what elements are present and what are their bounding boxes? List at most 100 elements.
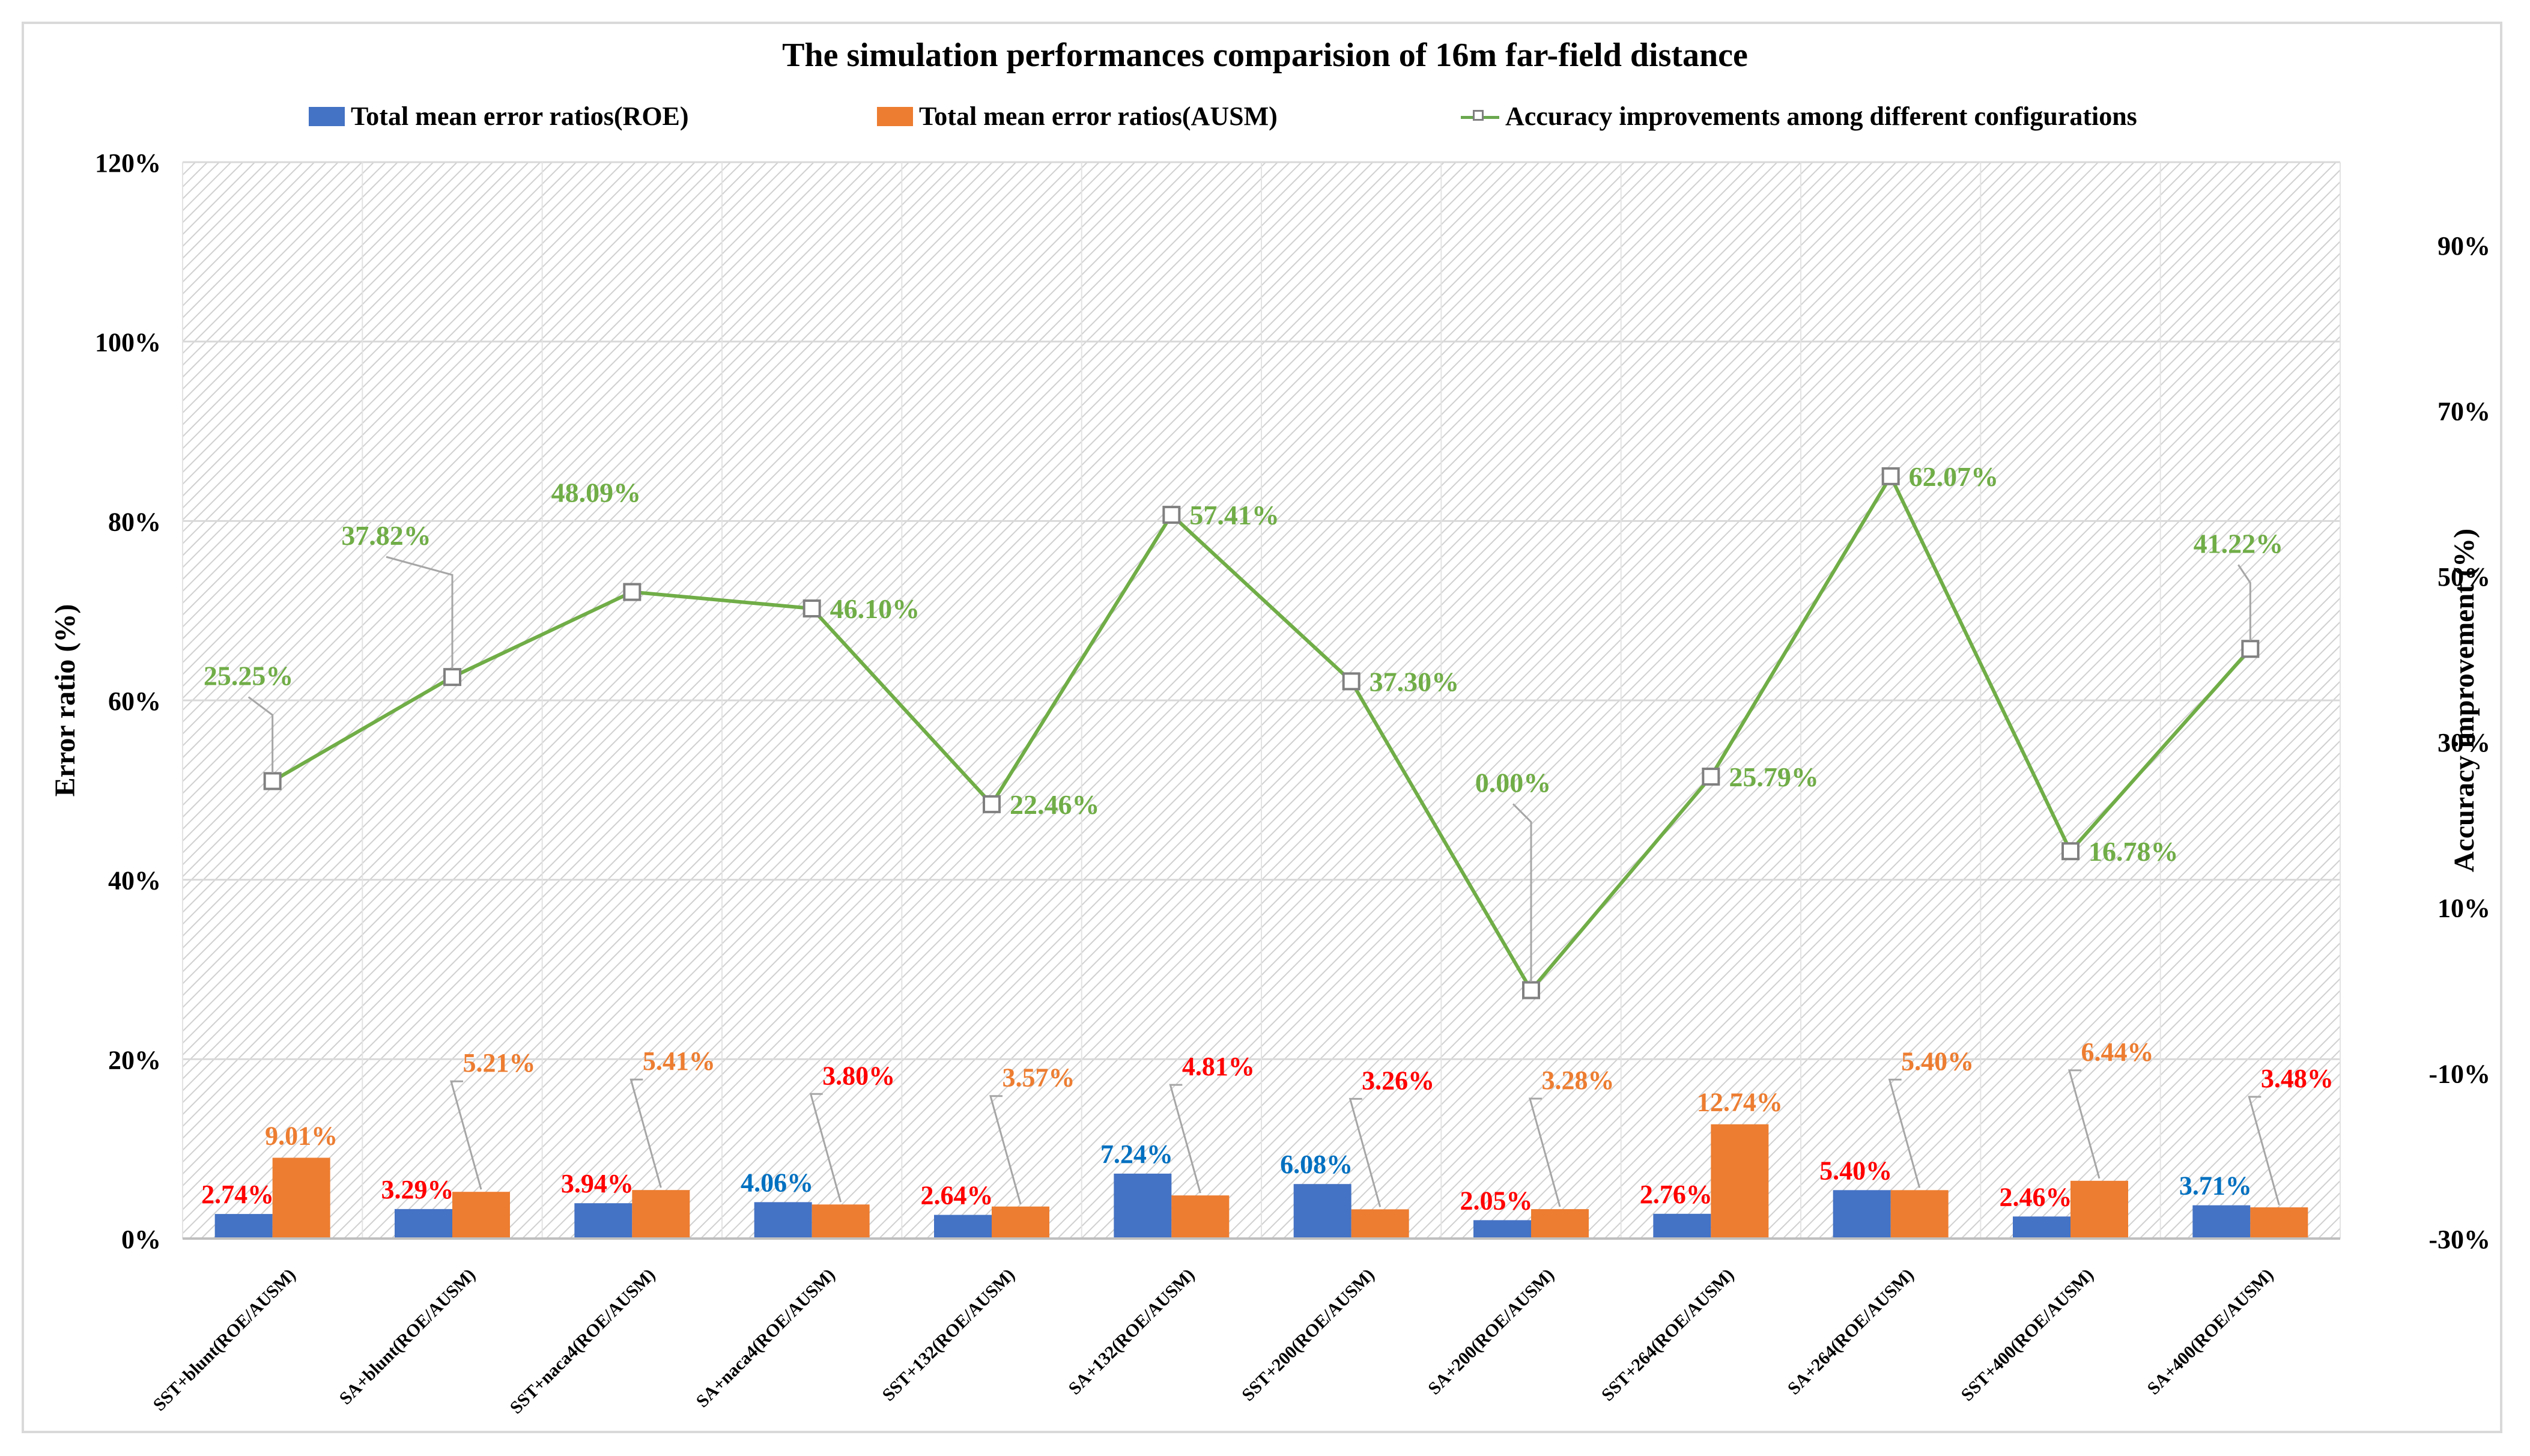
chart-title: The simulation performances comparision … bbox=[782, 37, 1748, 74]
label-leader-line bbox=[450, 1080, 482, 1190]
bar-ausm bbox=[1711, 1124, 1769, 1239]
bar-roe bbox=[574, 1203, 632, 1239]
label-leader-line bbox=[386, 556, 454, 669]
improvement-label: 48.09% bbox=[551, 478, 642, 508]
roe-value-label: 3.71% bbox=[2179, 1171, 2252, 1201]
improvement-label: 57.41% bbox=[1189, 500, 1279, 530]
y-tick-label: 60% bbox=[108, 687, 161, 716]
data-labels: 25.25% 37.82% 48.09% 46.10% 22.46% 57.41% 37.3… bbox=[201, 461, 2334, 1216]
improvement-marker bbox=[1342, 672, 1361, 691]
bar-roe bbox=[214, 1214, 273, 1239]
ausm-value-label: 4.81% bbox=[1182, 1052, 1255, 1081]
bar-ausm bbox=[452, 1192, 510, 1239]
ausm-value-label: 3.80% bbox=[822, 1061, 895, 1090]
bar-ausm bbox=[992, 1206, 1049, 1239]
category-label: SA+264(ROE/AUSM) bbox=[1784, 1265, 1918, 1399]
improvement-line bbox=[263, 467, 2260, 999]
roe-value-label: 6.08% bbox=[1280, 1150, 1353, 1179]
ausm-value-label: 12.74% bbox=[1697, 1088, 1783, 1117]
bar-roe bbox=[1833, 1190, 1891, 1239]
label-leader-line bbox=[1529, 1097, 1561, 1207]
roe-value-label: 7.24% bbox=[1100, 1139, 1173, 1169]
bar-ausm bbox=[1531, 1209, 1589, 1239]
improvement-label: 16.78% bbox=[2089, 836, 2179, 867]
improvement-label: 37.82% bbox=[341, 520, 431, 551]
y-tick-label: 100% bbox=[95, 328, 161, 357]
legend-label-roe: Total mean error ratios(ROE) bbox=[351, 102, 689, 131]
legend-line-swatch bbox=[1461, 108, 1499, 126]
bar-roe bbox=[395, 1209, 452, 1239]
label-leader-line bbox=[2237, 564, 2251, 641]
legend-swatch-ausm bbox=[877, 106, 913, 126]
ausm-value-label: 5.40% bbox=[1901, 1046, 1974, 1076]
improvement-marker bbox=[2061, 842, 2080, 861]
ausm-value-label: 9.01% bbox=[265, 1121, 338, 1150]
improvement-label: 46.10% bbox=[830, 593, 920, 624]
improvement-label: 62.07% bbox=[1909, 461, 1999, 492]
legend-item-ausm: Total mean error ratios(AUSM) bbox=[877, 101, 1278, 132]
category-label: SST+blunt(ROE/AUSM) bbox=[150, 1265, 300, 1415]
label-leader-line bbox=[1348, 1097, 1382, 1207]
label-leader-line bbox=[2248, 1096, 2280, 1206]
bars bbox=[214, 1124, 2308, 1239]
y-axis-title: Error ratio (%) bbox=[49, 604, 81, 797]
label-leader-line bbox=[1512, 803, 1532, 982]
roe-value-label: 5.40% bbox=[1819, 1156, 1892, 1185]
category-label: SA+200(ROE/AUSM) bbox=[1424, 1265, 1558, 1399]
label-leader-line bbox=[1169, 1084, 1201, 1194]
bar-ausm bbox=[2250, 1207, 2308, 1239]
improvement-label: 41.22% bbox=[2194, 528, 2284, 559]
category-label: SST+400(ROE/AUSM) bbox=[1958, 1265, 2098, 1405]
legend-label-improvement: Accuracy improvements among different co… bbox=[1505, 102, 2137, 131]
y-tick-label: 120% bbox=[95, 148, 161, 178]
ausm-value-label: 3.28% bbox=[1542, 1066, 1615, 1095]
bar-roe bbox=[1473, 1220, 1531, 1239]
y2-tick-label: -10% bbox=[2428, 1059, 2490, 1088]
y-tick-label: 0% bbox=[121, 1225, 161, 1254]
category-label: SST+264(ROE/AUSM) bbox=[1598, 1265, 1738, 1405]
roe-value-label: 2.76% bbox=[1640, 1180, 1712, 1209]
ausm-value-label: 3.57% bbox=[1003, 1063, 1075, 1093]
roe-value-label: 3.94% bbox=[561, 1169, 634, 1198]
bar-ausm bbox=[811, 1204, 870, 1239]
bar-ausm bbox=[2070, 1180, 2128, 1239]
improvement-label: 0.00% bbox=[1475, 767, 1552, 798]
label-leader-line bbox=[2068, 1069, 2101, 1179]
improvement-marker bbox=[1522, 981, 1540, 999]
bar-ausm bbox=[272, 1157, 330, 1239]
y-tick-label: 80% bbox=[108, 507, 161, 536]
category-label: SST+132(ROE/AUSM) bbox=[879, 1265, 1019, 1405]
legend-label-ausm: Total mean error ratios(AUSM) bbox=[919, 102, 1278, 131]
category-label: SA+naca4(ROE/AUSM) bbox=[693, 1265, 839, 1412]
improvement-marker bbox=[802, 599, 821, 617]
bar-roe bbox=[2013, 1216, 2070, 1239]
roe-value-label: 4.06% bbox=[741, 1168, 813, 1197]
bar-roe bbox=[2192, 1205, 2251, 1239]
ausm-value-label: 3.26% bbox=[1362, 1066, 1434, 1095]
ausm-value-label: 6.44% bbox=[2081, 1037, 2154, 1067]
y-tick-label: 20% bbox=[108, 1045, 161, 1075]
category-label: SA+400(ROE/AUSM) bbox=[2143, 1265, 2277, 1399]
y-tick-label: 40% bbox=[108, 866, 161, 896]
improvement-marker bbox=[983, 795, 1001, 813]
bar-ausm bbox=[632, 1190, 690, 1239]
improvement-label: 37.30% bbox=[1370, 666, 1460, 697]
y2-tick-label: -30% bbox=[2428, 1225, 2490, 1254]
label-leader-line bbox=[1888, 1078, 1921, 1188]
label-leader-line bbox=[989, 1095, 1022, 1205]
y2-tick-label: 70% bbox=[2437, 397, 2490, 426]
label-leader-line bbox=[629, 1078, 662, 1188]
legend-item-improvement: Accuracy improvements among different co… bbox=[1461, 101, 2137, 132]
bar-ausm bbox=[1890, 1190, 1949, 1239]
bar-roe bbox=[1114, 1173, 1172, 1239]
category-label: SA+132(ROE/AUSM) bbox=[1064, 1265, 1198, 1399]
improvement-marker bbox=[443, 668, 461, 687]
improvement-polyline bbox=[272, 472, 2252, 993]
y2-axis-title: Accuracy improvement (%) bbox=[2448, 529, 2480, 872]
leader-lines bbox=[247, 556, 2280, 1207]
category-label: SA+blunt(ROE/AUSM) bbox=[336, 1265, 479, 1409]
improvement-marker bbox=[1702, 767, 1720, 786]
roe-value-label: 2.64% bbox=[921, 1181, 993, 1210]
bar-roe bbox=[1293, 1184, 1351, 1239]
